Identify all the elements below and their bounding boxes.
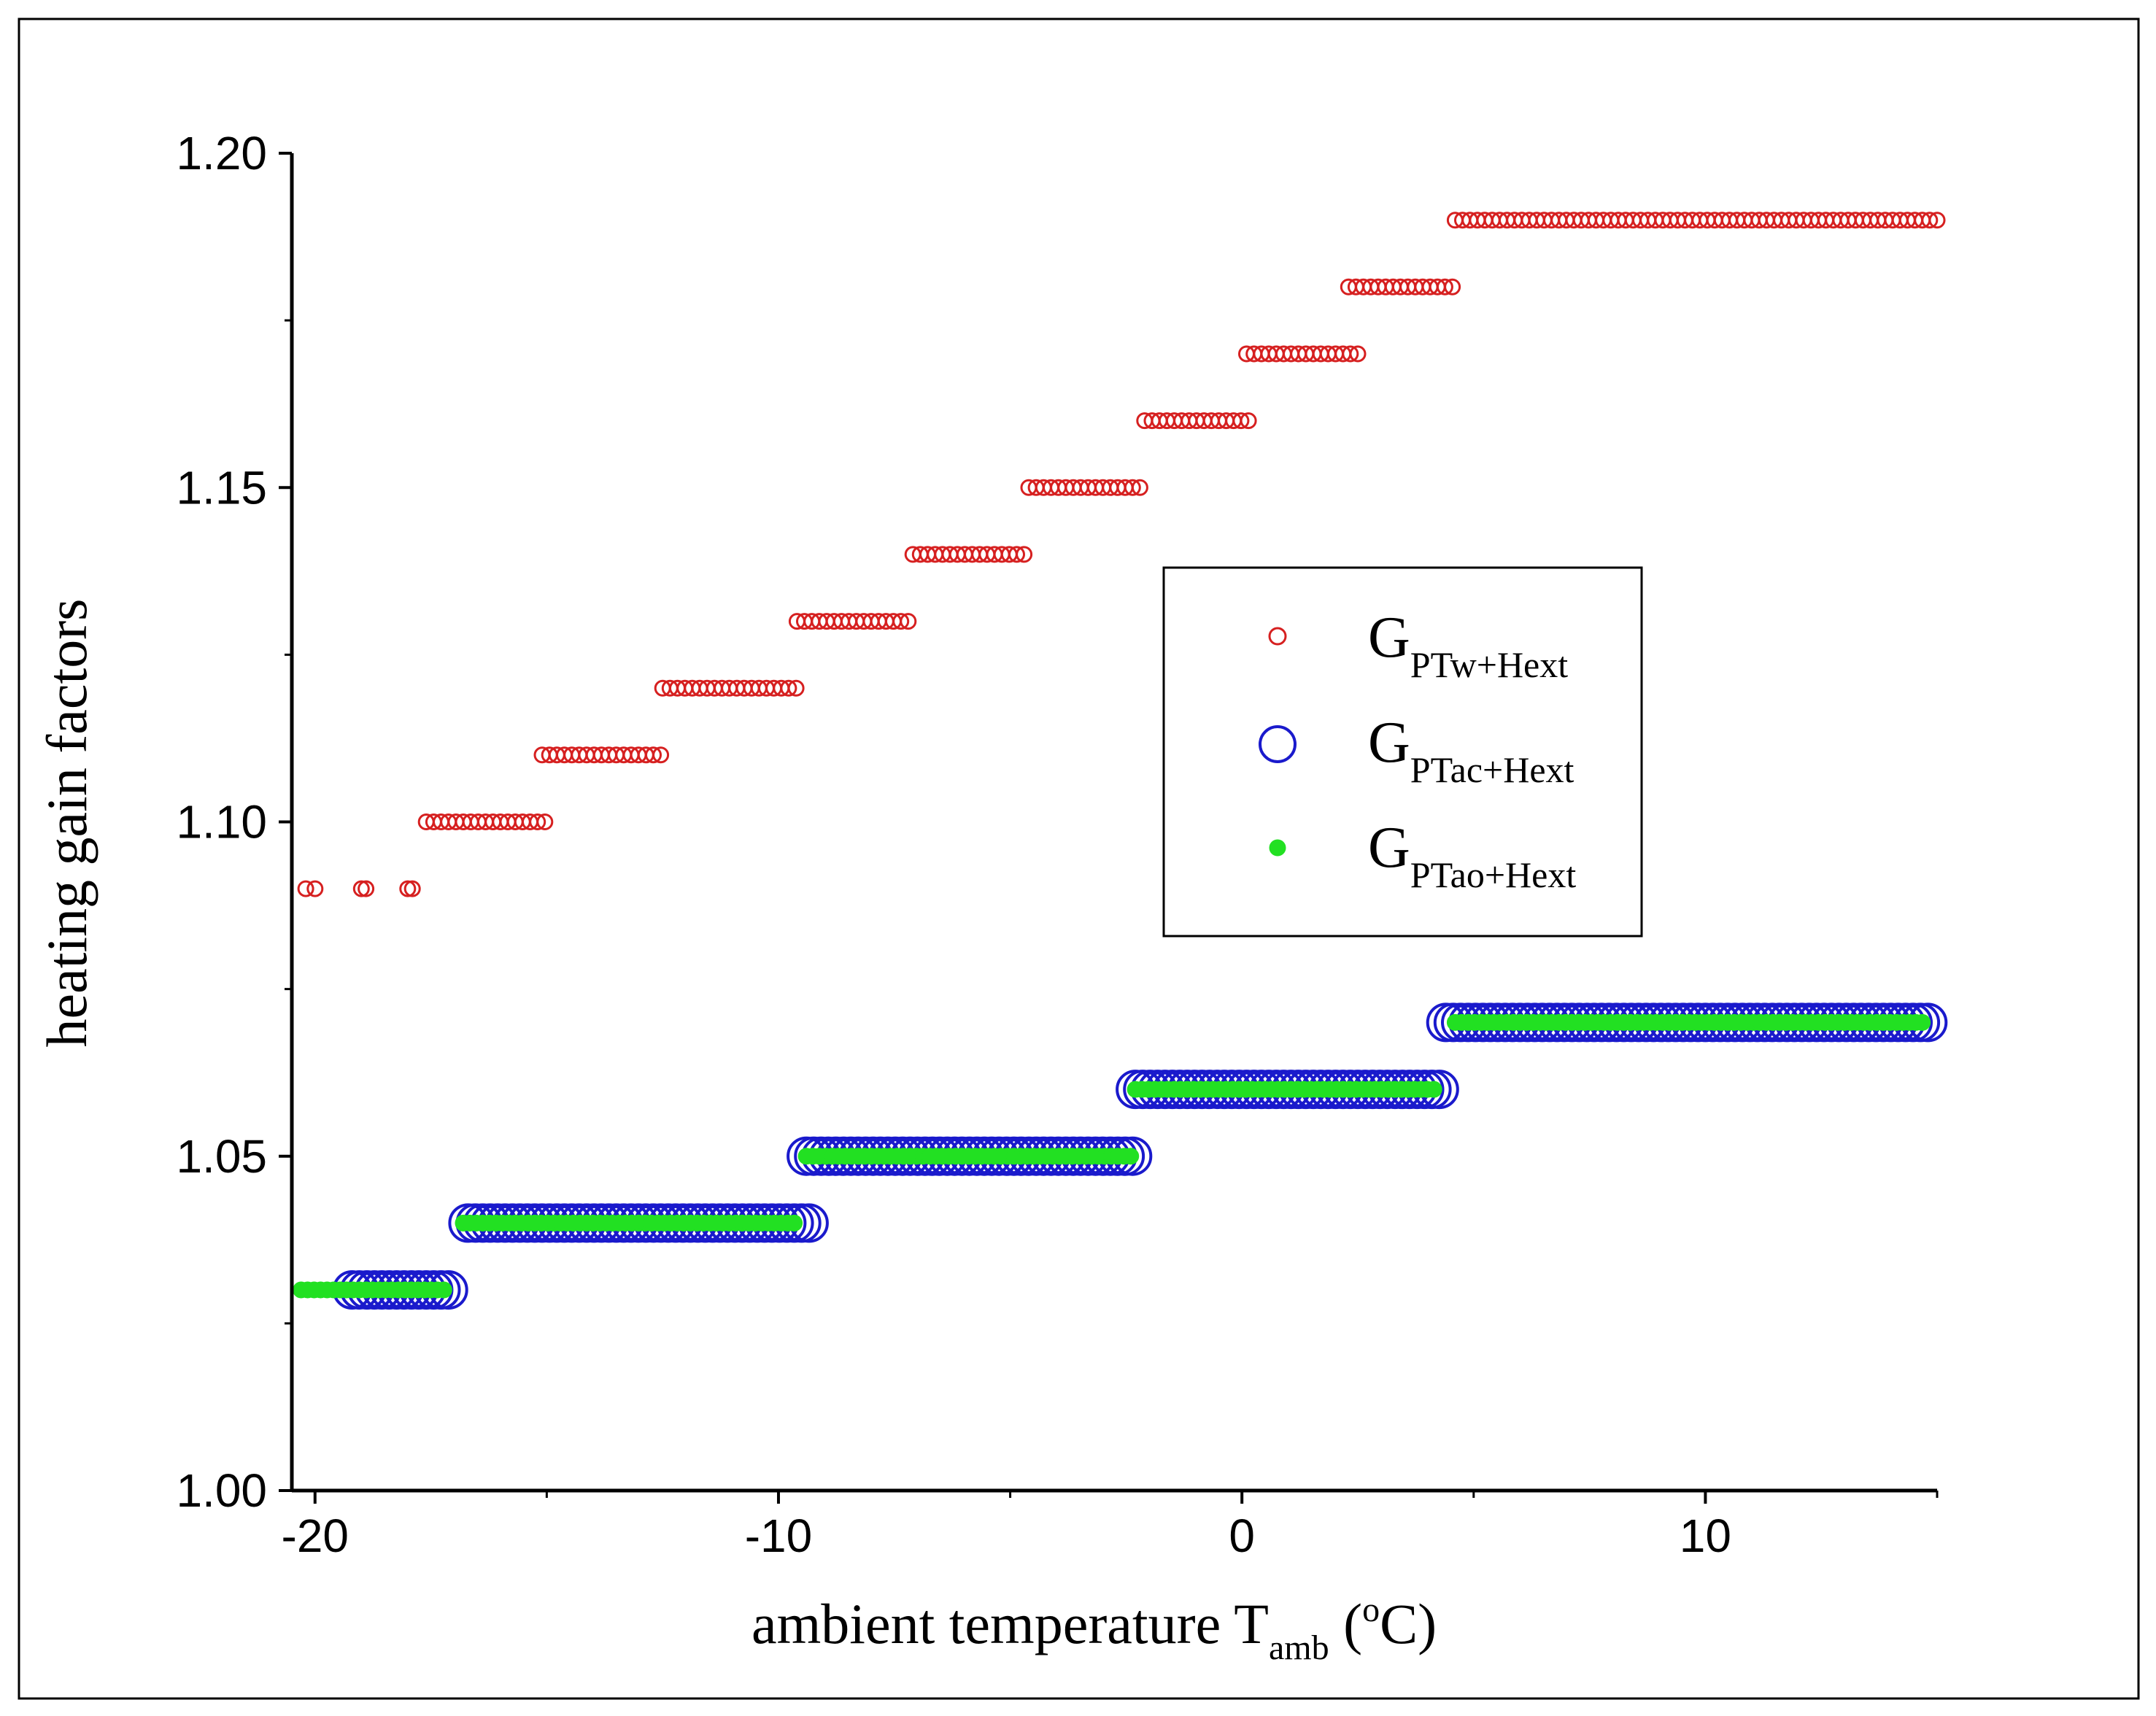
y-tick-label: 1.10 (176, 796, 267, 849)
legend: GPTw+Hext GPTac+Hext GPTao+Hext (1162, 566, 1643, 938)
x-axis-label-unit-close: C) (1380, 1592, 1437, 1655)
data-point (1131, 479, 1148, 496)
data-point (787, 679, 805, 697)
x-axis-label: ambient temperature Tamb (oC) (751, 1591, 1437, 1667)
y-tick-label: 1.00 (176, 1464, 267, 1517)
x-axis-label-unit-sup: o (1362, 1591, 1380, 1629)
y-ticks: 1.00 1.05 1.10 1.15 1.20 (176, 127, 292, 1517)
data-point (435, 1281, 452, 1299)
y-axis-label: heating gain factors (35, 598, 98, 1047)
data-point (1436, 278, 1453, 295)
data-point (399, 880, 417, 897)
data-point (1240, 412, 1257, 430)
legend-label-ptac: GPTac+Hext (1368, 711, 1575, 790)
y-tick-label: 1.05 (176, 1130, 267, 1183)
x-tick-label: -20 (282, 1510, 349, 1562)
y-tick-label: 1.15 (176, 461, 267, 514)
outer-frame (18, 18, 2140, 1700)
data-point (1914, 1013, 1931, 1031)
data-layer (293, 212, 1948, 1310)
data-point (652, 746, 670, 764)
data-point (645, 746, 662, 764)
x-axis-label-unit-open: ( (1329, 1592, 1362, 1655)
legend-label-ptw: GPTw+Hext (1368, 606, 1568, 685)
data-point (358, 880, 375, 897)
legend-label-ptao: GPTao+Hext (1368, 816, 1576, 895)
data-point (1232, 412, 1250, 430)
x-tick-label: -10 (745, 1510, 813, 1562)
legend-marker-ptac (1259, 725, 1297, 763)
x-axis-label-main: ambient temperature T (751, 1592, 1269, 1655)
data-point (1425, 1081, 1442, 1098)
data-point (536, 813, 554, 830)
x-tick-label: 10 (1680, 1510, 1731, 1562)
data-point (1122, 1148, 1140, 1165)
data-point (529, 813, 546, 830)
data-point (297, 880, 314, 897)
data-point (1444, 278, 1461, 295)
data-point (900, 613, 917, 630)
data-point (786, 1214, 803, 1232)
y-tick-label: 1.20 (176, 127, 267, 179)
data-point (1928, 212, 1946, 229)
x-axis-label-sub: amb (1269, 1628, 1329, 1667)
data-point (1342, 345, 1359, 363)
data-point (1124, 479, 1141, 496)
data-point (892, 613, 910, 630)
data-point (306, 880, 324, 897)
data-point (1921, 212, 1939, 229)
data-point (352, 880, 370, 897)
data-point (1349, 345, 1367, 363)
legend-box (1162, 566, 1643, 938)
legend-marker-ptao (1269, 839, 1286, 857)
legend-marker-ptw (1268, 627, 1287, 646)
data-point (1008, 546, 1025, 563)
x-ticks: -20 -10 0 10 (282, 1491, 1939, 1562)
data-point (1016, 546, 1033, 563)
x-tick-label: 0 (1229, 1510, 1255, 1562)
data-point (403, 880, 421, 897)
series-2 (293, 1013, 1931, 1299)
data-point (780, 679, 797, 697)
series-0 (297, 212, 1946, 897)
